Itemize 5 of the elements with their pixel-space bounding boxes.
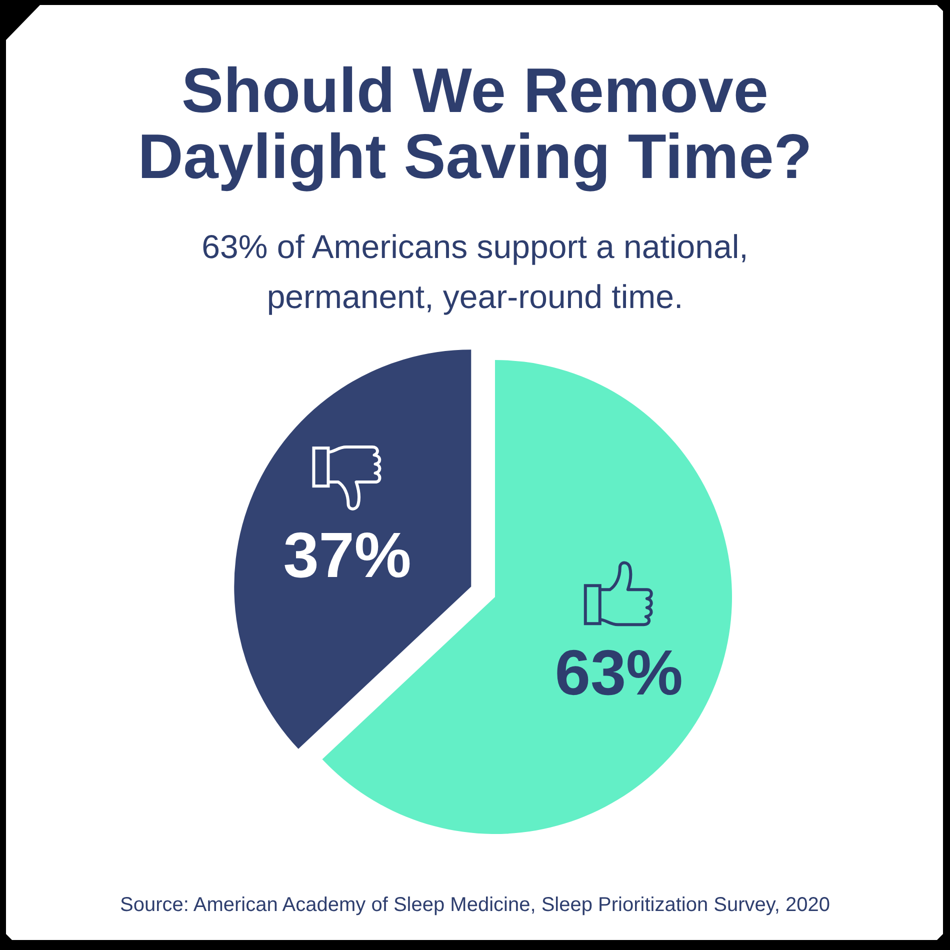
chart-subtitle: 63% of Americans support a national, permanent, year-round time. [200,227,750,317]
source-note: Source: American Academy of Sleep Medicine, Sleep Prioritization Survey, 2020 [119,893,831,917]
chart-title: Should We Remove Daylight Saving Time? [136,56,814,192]
data-label: 63% [554,636,683,709]
data-label: 37% [283,519,412,592]
